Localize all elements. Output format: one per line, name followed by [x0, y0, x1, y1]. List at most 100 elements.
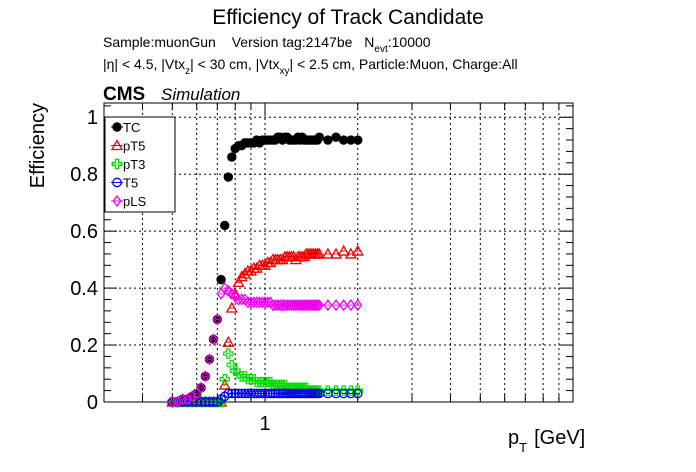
legend-entry-pt5: pT5: [110, 139, 145, 154]
data-point: [220, 220, 230, 231]
data-point: [187, 390, 197, 403]
data-point: [293, 299, 303, 312]
data-point: [312, 299, 323, 312]
data-point: [263, 296, 273, 309]
y-tick-label: 0.8: [70, 164, 98, 186]
data-point: [346, 299, 356, 312]
data-point: [299, 299, 309, 312]
nevt-value: :10000: [388, 34, 431, 50]
legend-entry-pt3: pT3: [111, 157, 145, 172]
data-point: [338, 388, 349, 399]
legend-marker: [112, 122, 122, 132]
data-point: [237, 293, 247, 306]
eta-cut: |η| < 4.5, |Vtx: [103, 56, 185, 72]
version-label: Version tag:2147be: [232, 34, 353, 50]
legend-label: T5: [123, 176, 138, 191]
data-point: [331, 299, 341, 312]
vtxz-cut: | < 30 cm, |Vtx: [190, 56, 279, 72]
series-pt5: [166, 244, 364, 407]
y-tick-label: 0.6: [70, 221, 98, 243]
y-tick-label: 0.2: [70, 335, 98, 357]
x-axis-subscript: T: [519, 440, 527, 455]
legend-marker: [112, 194, 122, 208]
y-tick-label: 0: [87, 392, 98, 414]
legend-label: pLS: [123, 194, 146, 209]
nevt-prefix: N: [364, 34, 374, 50]
vtxxy-cut: | < 2.5 cm, Particle:Muon, Charge:All: [289, 56, 517, 72]
data-point: [219, 374, 230, 385]
cms-label: CMS: [103, 84, 145, 105]
data-point: [250, 261, 263, 273]
data-point: [331, 132, 341, 142]
series-t5: [167, 388, 363, 407]
data-point: [313, 247, 326, 259]
data-point: [331, 388, 341, 399]
legend-layer: TC pT5 pT3 T5 pLS: [104, 116, 176, 213]
data-point: [321, 247, 334, 259]
data-point: [295, 299, 305, 312]
x-axis-unit: [GeV]: [534, 427, 585, 449]
data-point: [353, 299, 363, 312]
legend-entry-t5: T5: [111, 176, 138, 191]
legend-marker: [111, 158, 123, 170]
legend-label: TC: [123, 120, 140, 135]
chart-title: Efficiency of Track Candidate: [212, 6, 484, 29]
data-point: [218, 378, 231, 390]
data-point: [200, 370, 210, 383]
data-point: [204, 353, 215, 366]
x-axis-title: pT [GeV]: [508, 427, 585, 455]
data-point: [232, 276, 245, 288]
series-pls: [167, 282, 363, 409]
data-point: [192, 387, 202, 400]
data-point: [196, 381, 206, 394]
data-point: [311, 299, 321, 312]
data-point: [222, 335, 235, 347]
data-point: [227, 152, 237, 162]
data-point: [223, 348, 234, 359]
y-tick-label: 0.4: [70, 278, 98, 300]
data-point: [264, 256, 277, 268]
data-point: [212, 313, 222, 326]
legend-label: pT5: [123, 139, 145, 154]
info-line-1: Sample:muonGun Version tag:2147be Nevt:1…: [103, 34, 431, 55]
data-point: [223, 172, 234, 182]
data-point: [216, 274, 226, 285]
sample-label: Sample:muonGun: [103, 34, 216, 50]
vtxz-subscript: z: [185, 66, 190, 77]
legend-entry-tc: TC: [111, 120, 140, 135]
data-point: [225, 301, 238, 313]
data-point: [244, 264, 258, 276]
legend-label: pT3: [123, 157, 145, 172]
vtxxy-subscript: xy: [279, 66, 289, 77]
axis-layer: 0 0.2 0.4 0.6 0.8 1 1: [70, 102, 574, 435]
data-point: [208, 333, 219, 346]
data-point: [323, 135, 333, 145]
legend-marker: [112, 177, 122, 188]
data-point: [352, 388, 363, 399]
data-point: [337, 244, 350, 256]
data-point: [233, 293, 244, 306]
info-line-2: |η| < 4.5, |Vtxz| < 30 cm, |Vtxxy| < 2.5…: [103, 56, 518, 77]
marks-layer: [166, 132, 364, 409]
legend-marker: [110, 139, 124, 151]
data-point: [235, 270, 248, 282]
legend-entry-pls: pLS: [111, 194, 146, 209]
nevt-subscript: evt: [374, 44, 388, 55]
data-point: [291, 299, 301, 312]
y-tick-label: 1: [87, 107, 98, 129]
data-point: [323, 299, 333, 312]
data-point: [351, 244, 364, 256]
simulation-label: Simulation: [161, 85, 240, 104]
data-point: [339, 299, 349, 312]
data-point: [329, 247, 343, 259]
y-axis-title: Efficiency: [27, 103, 49, 188]
x-axis-p: p: [508, 427, 519, 449]
data-point: [243, 296, 253, 309]
data-point: [314, 132, 324, 142]
data-point: [246, 296, 256, 309]
plot-frame: [103, 102, 574, 403]
data-point: [297, 299, 307, 312]
data-point: [258, 258, 272, 270]
x-tick-label: 1: [259, 413, 270, 435]
